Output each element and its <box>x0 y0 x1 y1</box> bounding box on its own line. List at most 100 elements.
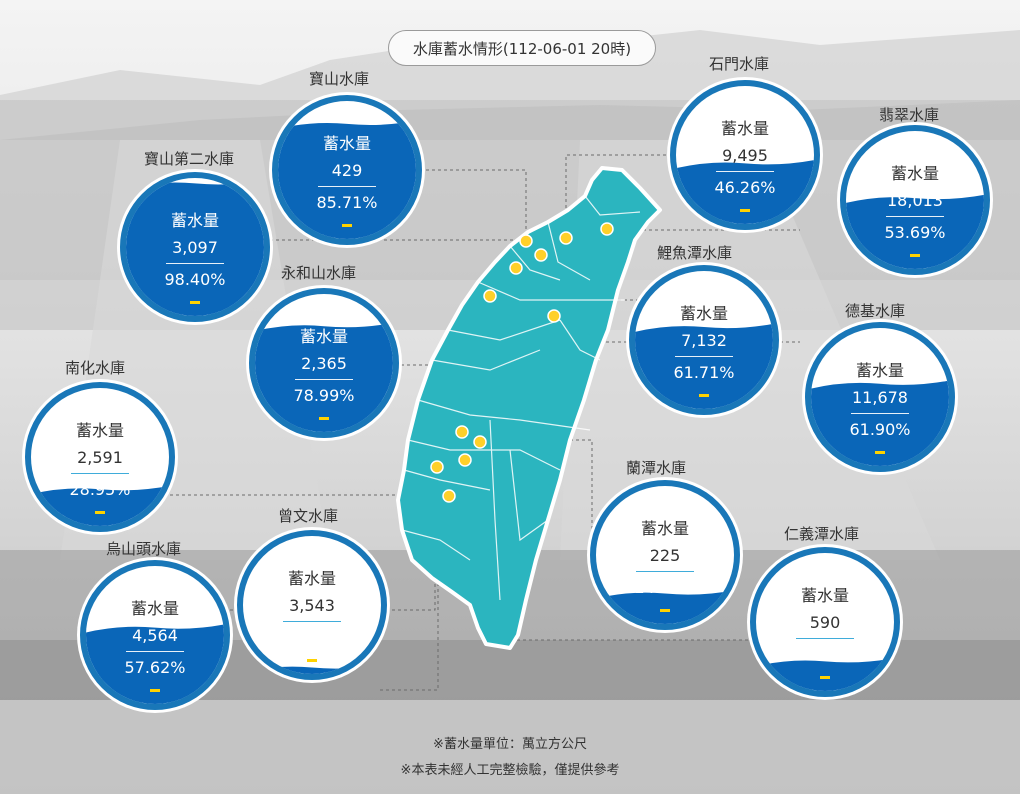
reservoir-gauge-lantan[interactable]: 蓄水量 225 24.40% <box>590 480 740 630</box>
percent-value: 85.71% <box>316 193 378 212</box>
capacity-label: 蓄水量 <box>855 361 904 380</box>
water-level-fill <box>756 658 894 691</box>
unit-note: ※蓄水量單位：萬立方公尺 <box>433 737 587 752</box>
capacity-label: 蓄水量 <box>322 134 371 153</box>
percent-value: 6.99% <box>286 628 338 647</box>
percent-value: 28.95% <box>69 480 131 499</box>
reservoir-name-wushantou: 烏山頭水庫 <box>106 540 182 558</box>
percent-value: 61.71% <box>673 363 735 382</box>
water-level-fill <box>596 590 734 624</box>
storage-value: 3,543 <box>289 596 335 615</box>
reservoir-name-deji: 德基水庫 <box>845 302 906 320</box>
map-dot-lantan <box>473 435 487 449</box>
reservoir-name-nanhua: 南化水庫 <box>65 359 126 377</box>
reservoir-gauge-nanhua[interactable]: 蓄水量 2,591 28.95% <box>25 382 175 532</box>
status-dash <box>660 609 670 612</box>
water-level-fill <box>676 160 814 224</box>
divider-line <box>283 621 341 622</box>
water-level-fill <box>243 664 381 674</box>
divider-line <box>796 638 854 639</box>
reservoir-name-zengwen: 曾文水庫 <box>278 507 339 525</box>
percent-value: 23.80% <box>794 645 856 664</box>
map-dot-baoshan2 <box>534 248 548 262</box>
divider-line <box>886 216 944 217</box>
divider-line <box>851 413 909 414</box>
status-dash <box>875 451 885 454</box>
reservoir-gauge-feicui[interactable]: 蓄水量 18,013 53.69% <box>840 125 990 275</box>
disclaimer-note: ※本表未經人工完整檢驗，僅提供參考 <box>400 763 620 778</box>
capacity-label: 蓄水量 <box>170 211 219 230</box>
percent-value: 57.62% <box>124 658 186 677</box>
water-level-fill <box>86 624 224 704</box>
water-level-fill <box>255 322 393 432</box>
status-dash <box>150 689 160 692</box>
divider-line <box>126 651 184 652</box>
storage-value: 3,097 <box>172 238 218 257</box>
connector-baoshan <box>420 169 527 240</box>
percent-value: 98.40% <box>164 270 226 289</box>
status-dash <box>910 254 920 257</box>
map-dot-deji <box>547 309 561 323</box>
storage-value: 4,564 <box>132 626 178 645</box>
capacity-label: 蓄水量 <box>720 119 769 138</box>
reservoir-name-shimen: 石門水庫 <box>709 55 770 73</box>
percent-value: 46.26% <box>714 178 776 197</box>
water-level-fill <box>635 323 773 409</box>
status-dash <box>190 301 200 304</box>
divider-line <box>675 356 733 357</box>
divider-line <box>716 171 774 172</box>
reservoir-name-feicui: 翡翠水庫 <box>879 106 940 124</box>
map-dot-yonghe <box>509 261 523 275</box>
water-level-fill <box>126 180 264 316</box>
capacity-label: 蓄水量 <box>130 599 179 618</box>
status-dash <box>699 394 709 397</box>
divider-line <box>318 186 376 187</box>
status-dash <box>95 511 105 514</box>
reservoir-name-baoshan2: 寶山第二水庫 <box>144 150 235 168</box>
percent-value: 78.99% <box>293 386 355 405</box>
reservoir-gauge-shimen[interactable]: 蓄水量 9,495 46.26% <box>670 80 820 230</box>
storage-value: 2,365 <box>301 354 347 373</box>
capacity-label: 蓄水量 <box>287 569 336 588</box>
reservoir-gauge-liyutan[interactable]: 蓄水量 7,132 61.71% <box>629 265 779 415</box>
capacity-label: 蓄水量 <box>75 421 124 440</box>
divider-line <box>636 571 694 572</box>
reservoir-name-baoshan: 寶山水庫 <box>309 70 370 88</box>
reservoir-gauge-baoshan[interactable]: 蓄水量 429 85.71% <box>272 95 422 245</box>
storage-value: 9,495 <box>722 146 768 165</box>
reservoir-gauge-yonghe[interactable]: 蓄水量 2,365 78.99% <box>249 288 399 438</box>
divider-line <box>71 473 129 474</box>
capacity-label: 蓄水量 <box>299 327 348 346</box>
divider-line <box>295 379 353 380</box>
map-dot-wushantou <box>430 460 444 474</box>
reservoir-gauge-renyitan[interactable]: 蓄水量 590 23.80% <box>750 547 900 697</box>
storage-value: 7,132 <box>681 331 727 350</box>
map-dot-renyitan <box>455 425 469 439</box>
storage-value: 225 <box>649 546 681 565</box>
reservoir-gauge-deji[interactable]: 蓄水量 11,678 61.90% <box>805 322 955 472</box>
status-dash <box>307 659 317 662</box>
map-dot-zengwen <box>458 453 472 467</box>
reservoir-gauge-baoshan2[interactable]: 蓄水量 3,097 98.40% <box>120 172 270 322</box>
capacity-label: 蓄水量 <box>890 164 939 183</box>
status-dash <box>342 224 352 227</box>
capacity-label: 蓄水量 <box>800 586 849 605</box>
water-level-fill <box>846 194 984 269</box>
water-level-fill <box>278 120 416 239</box>
percent-value: 61.90% <box>849 420 911 439</box>
water-level-fill <box>31 486 169 526</box>
reservoir-name-liyutan: 鯉魚潭水庫 <box>657 244 733 262</box>
map-dot-shimen <box>559 231 573 245</box>
connector-shimen <box>565 154 668 238</box>
storage-value: 429 <box>331 161 363 180</box>
divider-line <box>166 263 224 264</box>
status-dash <box>820 676 830 679</box>
reservoir-gauge-zengwen[interactable]: 蓄水量 3,543 6.99% <box>237 530 387 680</box>
percent-value: 24.40% <box>634 578 696 597</box>
map-dot-baoshan <box>519 234 533 248</box>
percent-value: 53.69% <box>884 223 946 242</box>
reservoir-name-lantan: 蘭潭水庫 <box>626 459 687 477</box>
reservoir-gauge-wushantou[interactable]: 蓄水量 4,564 57.62% <box>80 560 230 710</box>
storage-value: 18,013 <box>887 191 943 210</box>
